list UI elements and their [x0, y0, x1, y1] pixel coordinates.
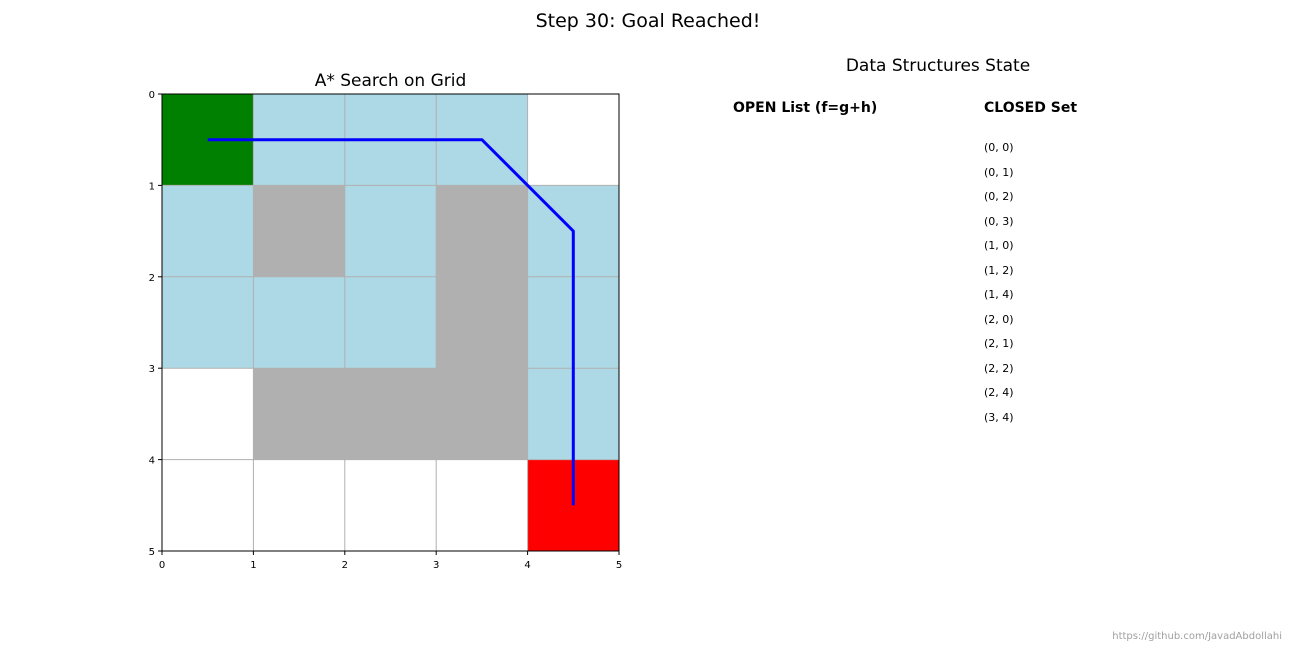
data-structures-title: Data Structures State: [845, 56, 1031, 76]
grid-cell-visited: [162, 185, 254, 277]
solution-path: [207, 138, 575, 506]
grid-cell-obstacle: [253, 368, 345, 460]
x-tick-label: 5: [616, 560, 622, 571]
closed-set-item: (2, 1): [984, 337, 1014, 350]
grid-cell-obstacle: [253, 185, 345, 277]
x-tick-label: 3: [433, 560, 439, 571]
grid-cell-empty: [162, 459, 254, 551]
x-tick-label: 0: [159, 560, 165, 571]
grid-cell-empty: [253, 459, 345, 551]
plot-frame: [161, 93, 620, 552]
closed-set-item: (1, 2): [984, 263, 1014, 277]
figure-title: Step 30: Goal Reached!: [535, 10, 761, 32]
closed-set-item: (3, 4): [984, 410, 1014, 424]
grid-cell-obstacle: [436, 276, 528, 369]
grid-cell-visited: [253, 276, 345, 369]
y-tick-label: 4: [149, 456, 155, 467]
closed-set-item: (0, 1): [984, 165, 1014, 179]
y-tick-label: 1: [149, 181, 155, 192]
y-tick-label: 3: [149, 364, 155, 375]
closed-set-item: (0, 2): [984, 190, 1014, 203]
closed-set-item: (0, 3): [984, 214, 1014, 228]
grid-cell-empty: [527, 94, 619, 186]
grid-cell-obstacle: [436, 368, 528, 460]
closed-set-header: CLOSED Set: [984, 100, 1078, 116]
closed-set-list: (0, 0) (0, 1) (0, 2) (0, 3) (1, 0) (1, 2) (1, …: [984, 140, 1014, 434]
grid-cell-visited: [344, 185, 437, 277]
grid-cell-visited: [344, 276, 437, 369]
y-tick-label: 5: [149, 547, 155, 558]
x-tick-label: 2: [342, 560, 348, 571]
y-tick-label: 0: [149, 90, 155, 101]
closed-set-item: (1, 4): [984, 288, 1014, 301]
x-tick-label: 1: [250, 560, 256, 571]
closed-set-item: (2, 4): [984, 386, 1014, 399]
grid-cell-empty: [344, 459, 437, 551]
grid-cell-obstacle: [436, 185, 528, 277]
closed-set-item: (0, 0): [984, 141, 1014, 154]
closed-set-item: (2, 0): [984, 312, 1014, 326]
closed-set-item: (2, 2): [984, 361, 1014, 375]
closed-set-item: (1, 0): [984, 239, 1014, 252]
credit-text: https://github.com/JavadAbdollahi: [1112, 631, 1282, 642]
grid-cell-obstacle: [344, 368, 437, 460]
grid-cell-empty: [436, 459, 528, 551]
y-tick-label: 2: [149, 273, 155, 284]
grid-cell-visited: [162, 276, 254, 369]
open-list-header: OPEN List (f=g+h): [733, 100, 878, 116]
x-tick-label: 4: [524, 560, 530, 571]
grid-title: A* Search on Grid: [314, 71, 467, 91]
grid-cell-empty: [162, 368, 254, 460]
